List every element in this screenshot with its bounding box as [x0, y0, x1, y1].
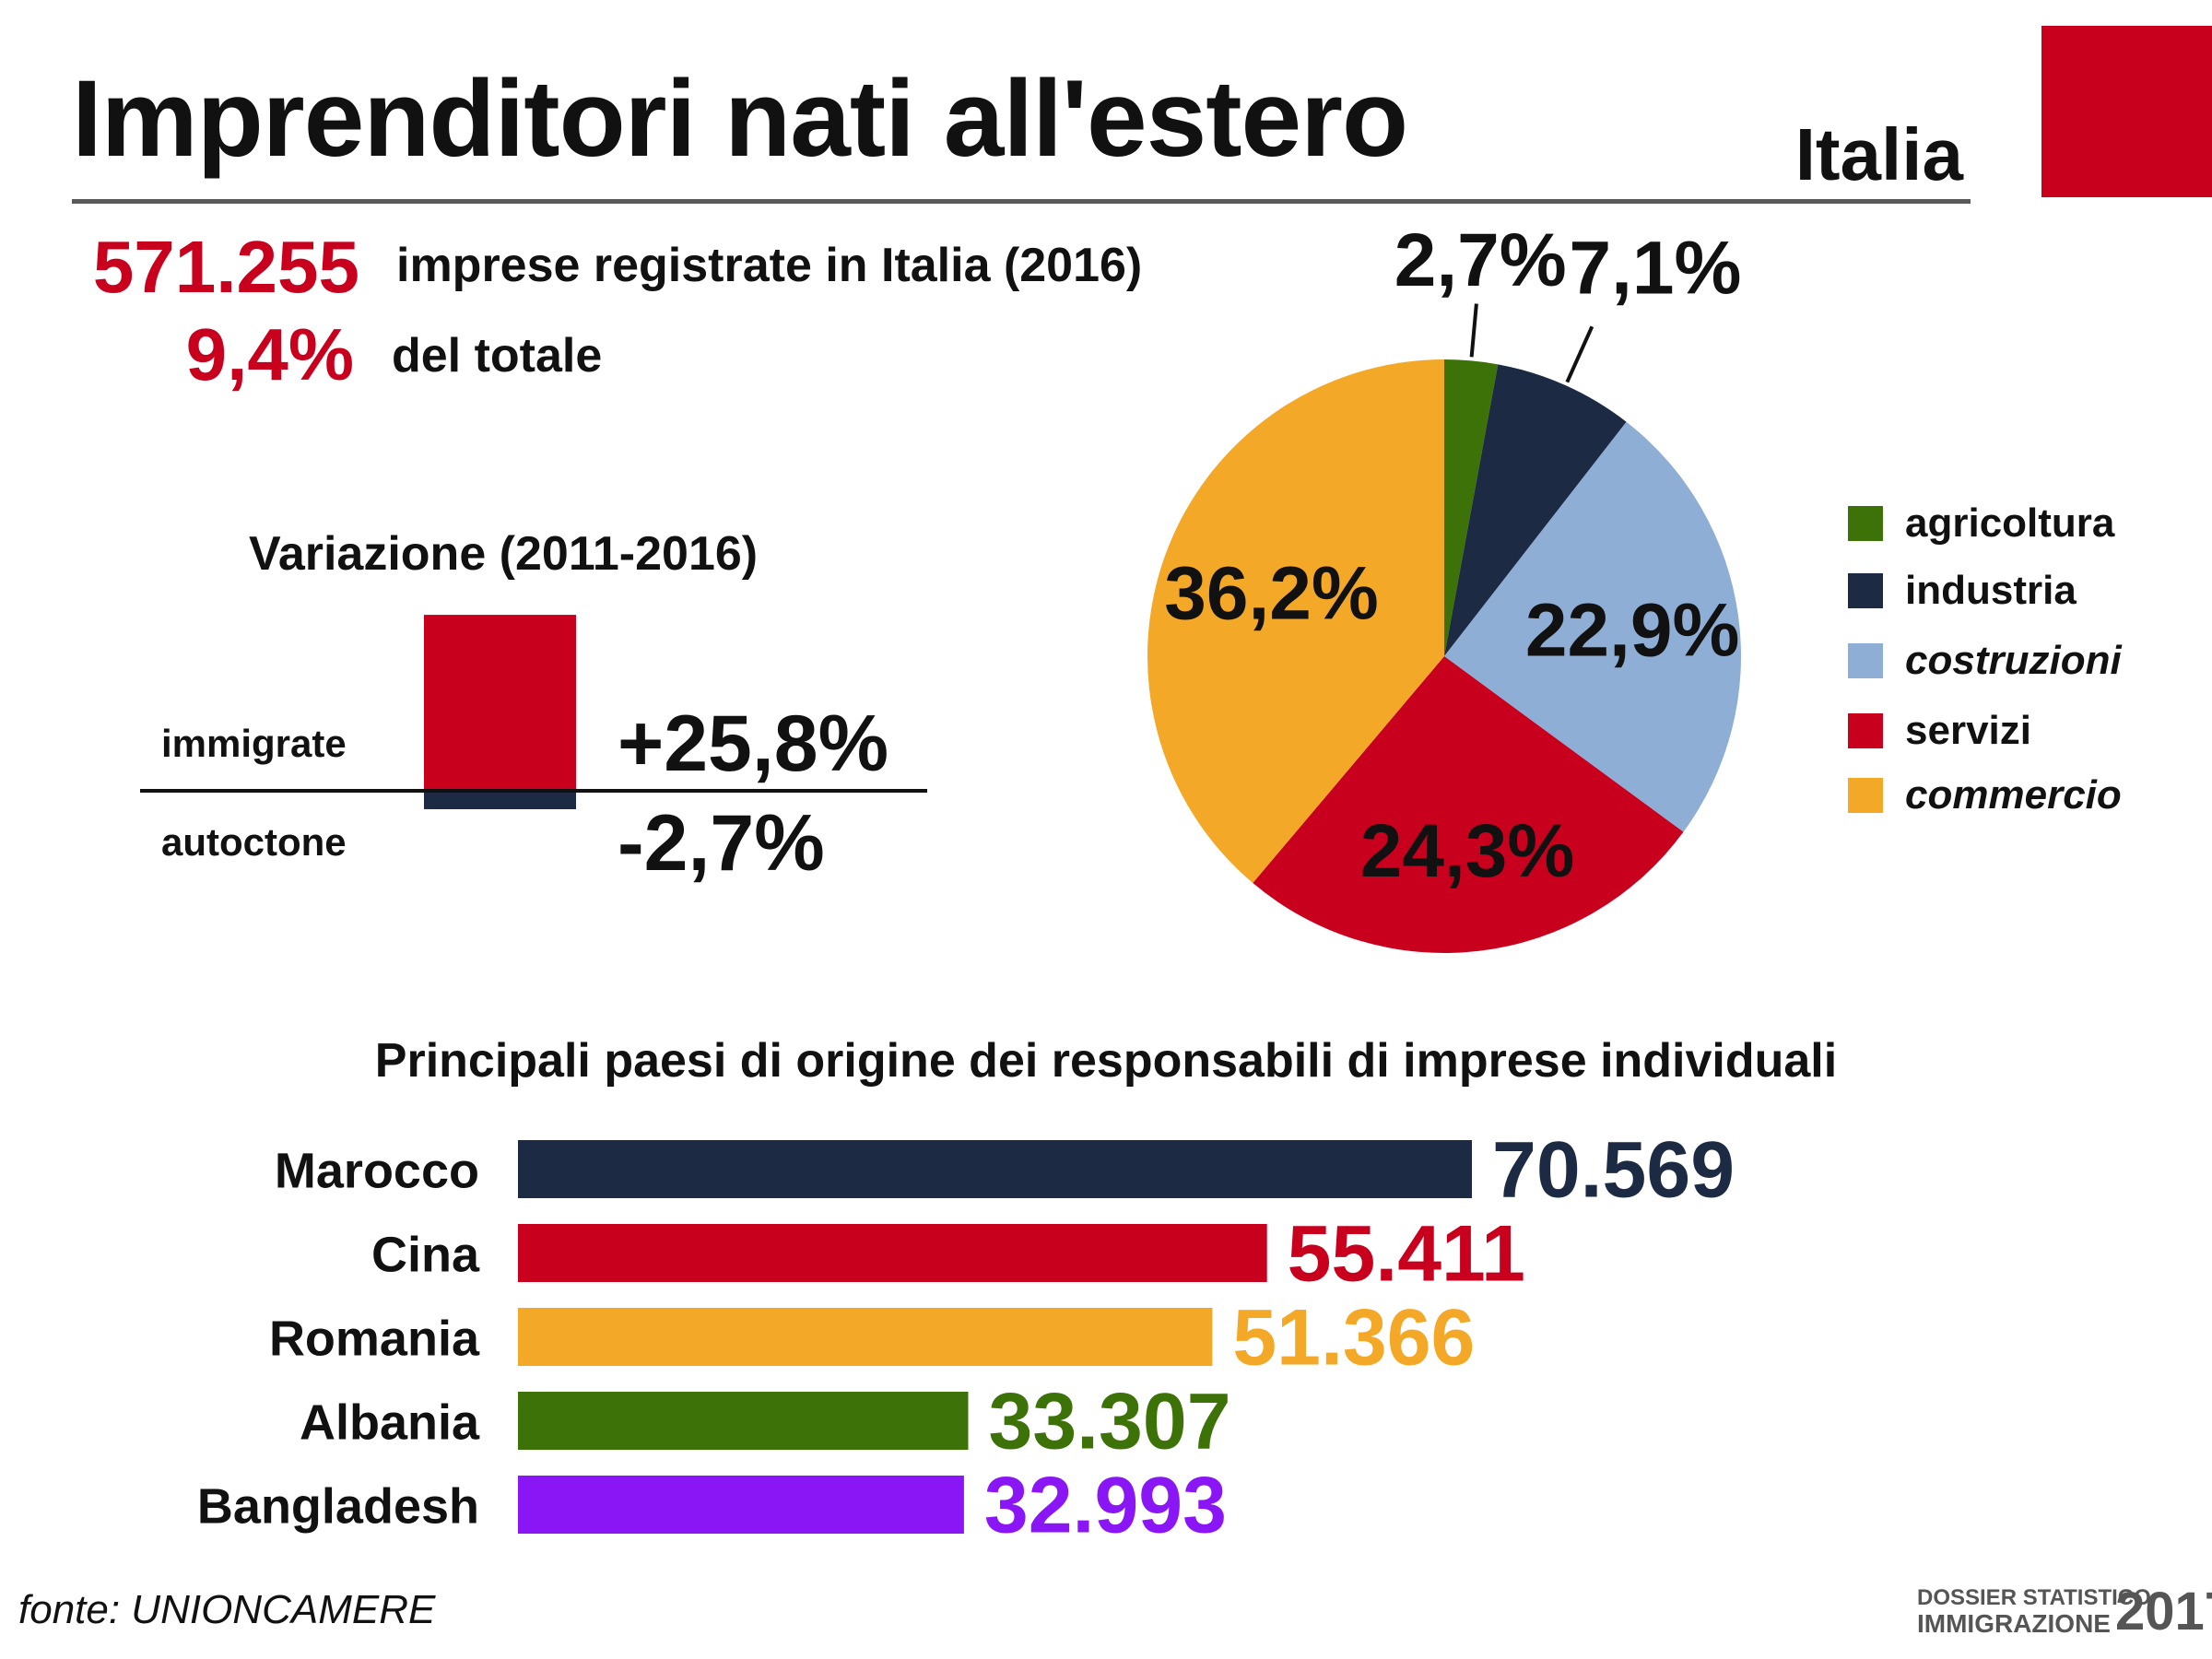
bar-value-marocco: 70.569 — [1492, 1126, 1735, 1215]
bar-value-romania: 51.366 — [1232, 1294, 1475, 1382]
variation-label-immigrate: immigrate — [161, 722, 347, 765]
pie-label-commercio: 36,2% — [1164, 551, 1379, 635]
bar-value-bangladesh: 32.993 — [984, 1462, 1227, 1549]
pie-slice-agricoltura — [1444, 359, 1499, 656]
countries-bar-chart: Marocco 70.569 Cina 55.411 Romania 51.366 Alba… — [197, 1126, 1735, 1549]
source-note: fonte: UNIONCAMERE — [18, 1587, 436, 1632]
bar-marocco — [518, 1140, 1472, 1198]
title-divider — [72, 199, 1971, 204]
bar-cina — [518, 1224, 1267, 1282]
bar-category-cina: Cina — [371, 1228, 480, 1283]
bar-bangladesh — [518, 1476, 964, 1534]
pie-leader-industria — [1565, 325, 1594, 383]
brand-logo-year: 2017 — [2115, 1582, 2212, 1641]
region-label: Italia — [1794, 113, 1963, 195]
legend-swatch — [1848, 713, 1883, 748]
legend-swatch — [1848, 778, 1883, 813]
pie-label-industria: 7,1% — [1570, 226, 1742, 310]
pie-slice-industria — [1444, 364, 1627, 656]
legend-swatch — [1848, 506, 1883, 541]
variation-value-immigrate: +25,8% — [618, 700, 889, 788]
stat-total-label: imprese registrate in Italia (2016) — [396, 239, 1143, 292]
bar-value-albania: 33.307 — [988, 1378, 1230, 1466]
bar-category-bangladesh: Bangladesh — [197, 1479, 479, 1535]
variation-label-autoctone: autoctone — [161, 820, 347, 864]
stat-total-value: 571.255 — [92, 226, 359, 308]
legend-label: commercio — [1905, 772, 2122, 818]
page-title: Imprenditori nati all'estero — [72, 58, 1408, 180]
bar-chart-title: Principali paesi di origine dei responsa… — [374, 1034, 1838, 1088]
stat-share-value: 9,4% — [185, 313, 354, 395]
legend-label: servizi — [1905, 708, 2031, 753]
pie-label-costruzioni: 22,9% — [1525, 589, 1740, 673]
variation-chart — [140, 615, 927, 809]
pie-slice-commercio — [1147, 359, 1444, 884]
sector-pie-chart: 2,7% 7,1% 22,9% 24,3% 36,2% — [1147, 218, 1742, 953]
legend-swatch — [1848, 573, 1883, 608]
bar-category-marocco: Marocco — [275, 1144, 479, 1199]
variation-value-autoctone: -2,7% — [618, 799, 825, 888]
pie-label-agricoltura: 2,7% — [1394, 218, 1567, 302]
bar-category-romania: Romania — [269, 1312, 480, 1367]
pie-slice-costruzioni — [1444, 421, 1741, 832]
legend-label: costruzioni — [1905, 638, 2122, 683]
legend-label: industria — [1905, 568, 2077, 613]
brand-logo-line1: DOSSIER STATISTICO — [1917, 1585, 2151, 1610]
pie-leader-agricoltura — [1469, 303, 1478, 358]
variation-title: Variazione (2011-2016) — [249, 527, 759, 581]
brand-logo-line2: IMMIGRAZIONE — [1917, 1609, 2111, 1638]
variation-bar-immigrate — [424, 615, 576, 791]
legend-label: agricoltura — [1905, 500, 2115, 546]
variation-bar-autoctone — [424, 791, 576, 809]
bar-albania — [518, 1392, 969, 1450]
brand-logo: DOSSIER STATISTICO IMMIGRAZIONE 2017 — [1917, 1583, 2212, 1644]
bar-romania — [518, 1308, 1213, 1366]
legend-swatch — [1848, 643, 1883, 678]
corner-accent-square — [2041, 26, 2212, 197]
bar-value-cina: 55.411 — [1288, 1210, 1525, 1299]
pie-slice-servizi — [1253, 656, 1684, 953]
pie-label-servizi: 24,3% — [1360, 809, 1575, 893]
bar-category-albania: Albania — [300, 1395, 480, 1451]
stat-share-label: del totale — [392, 329, 603, 382]
